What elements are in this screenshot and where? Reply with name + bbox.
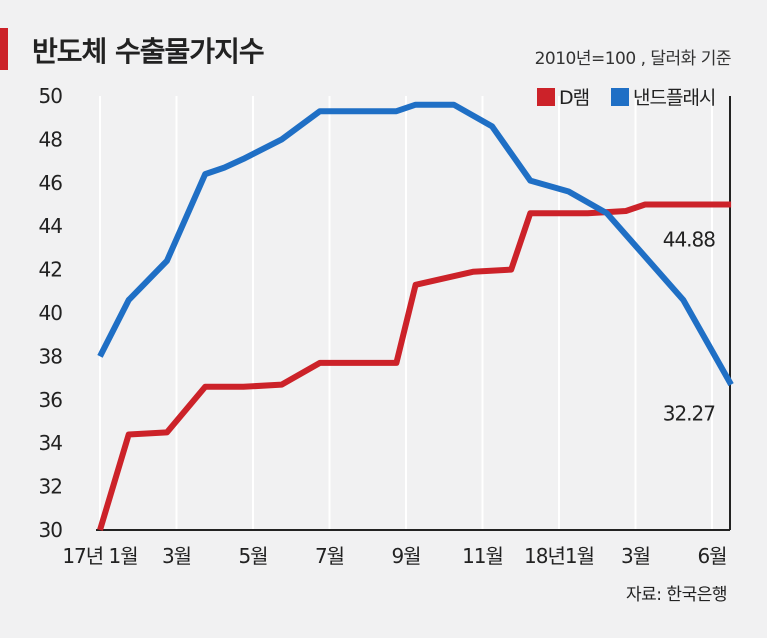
x-tick-label: 3월 xyxy=(621,544,650,568)
y-tick-label: 50 xyxy=(39,84,63,108)
chart-subtitle: 2010년=100 , 달러화 기준 xyxy=(534,49,732,69)
x-tick-label: 18년1월 xyxy=(524,544,594,568)
x-tick-label: 3월 xyxy=(162,544,191,568)
grid-lines xyxy=(99,96,713,530)
title-accent-bar xyxy=(0,28,8,70)
x-tick-label: 7월 xyxy=(315,544,344,568)
source-note: 자료: 한국은행 xyxy=(626,585,727,605)
x-tick-label: 6월 xyxy=(697,544,726,568)
y-tick-label: 46 xyxy=(39,171,63,195)
axes xyxy=(96,96,731,531)
end-value-label: 44.88 xyxy=(663,228,716,252)
x-tick-label: 17년 1월 xyxy=(62,544,137,568)
legend-swatch xyxy=(537,88,555,106)
y-tick-label: 34 xyxy=(39,431,63,455)
legend: D램 낸드플래시 xyxy=(537,87,716,109)
end-value-label: 32.27 xyxy=(663,402,716,426)
x-tick-label: 9월 xyxy=(391,544,420,568)
chart-title: 반도체 수출물가지수 xyxy=(32,35,265,68)
legend-label: D램 xyxy=(559,87,589,109)
tick-labels: 30 32 34 36 38 40 42 44 46 48 50 17년 1월 3월 5월 7월 9월 11월 1… xyxy=(39,84,728,568)
y-tick-label: 44 xyxy=(39,214,63,238)
y-tick-label: 48 xyxy=(39,127,63,151)
legend-label: 낸드플래시 xyxy=(633,87,715,109)
y-tick-label: 38 xyxy=(39,344,63,368)
y-tick-label: 32 xyxy=(39,475,62,499)
legend-swatch xyxy=(611,88,629,106)
series-line-dram xyxy=(97,201,732,531)
y-tick-label: 36 xyxy=(39,388,63,412)
series-line-nand xyxy=(97,101,734,387)
y-tick-label: 30 xyxy=(39,518,63,542)
x-tick-label: 5월 xyxy=(238,544,267,568)
y-tick-label: 42 xyxy=(39,258,62,282)
series-lines xyxy=(97,101,734,531)
y-tick-label: 40 xyxy=(39,301,63,325)
x-tick-label: 11월 xyxy=(462,544,503,568)
